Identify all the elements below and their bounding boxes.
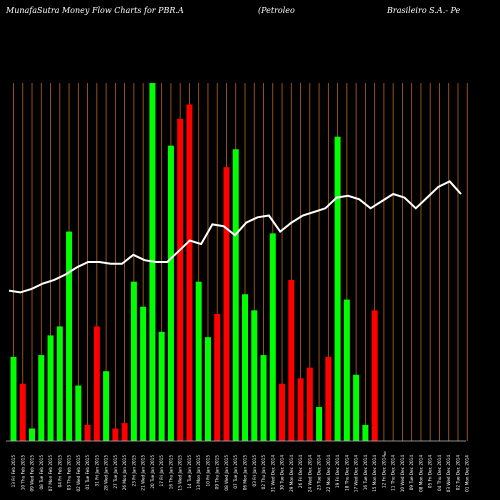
x-tick-label: 01 Mon Dec 2014: [465, 455, 470, 492]
x-tick-label: 03 Thu Feb 2015: [67, 455, 72, 491]
x-tick-label: 26 Fri Dec 2014: [298, 455, 303, 488]
x-tick-label: 20 Tue Jan 2015: [150, 455, 155, 489]
x-tick-label: 15 Mon Dec 2014: [372, 455, 377, 492]
x-tick-label: 03 Wed Dec 2014: [446, 455, 451, 493]
bar: [186, 104, 193, 441]
x-tick-label: 07 Tue Jan 2015: [233, 455, 238, 489]
bar: [112, 428, 119, 441]
bar: [362, 424, 369, 441]
bar: [232, 149, 239, 442]
x-tick-label: 15 Wed Jan 2015: [178, 455, 183, 491]
x-tick-label: 08 Wed Jan 2015: [224, 455, 229, 491]
bar: [93, 326, 100, 441]
bar: [306, 367, 313, 441]
x-tick-label: 07 Mon Feb 2015: [48, 455, 53, 492]
x-tick-label: 28 Wed Jan 2015: [104, 455, 109, 491]
bar: [371, 310, 378, 441]
chart-title-right: Brasileiro S.A.- Pe: [386, 6, 461, 15]
bar: [214, 313, 221, 441]
x-tick-label: 18 Thu Dec 2014: [344, 455, 349, 491]
x-tick-label: 10 Wed Dec 2014: [400, 455, 405, 493]
bar: [158, 331, 165, 441]
x-tick-label: 17 Wed Dec 2014: [354, 455, 359, 493]
bar: [167, 145, 174, 441]
bar: [29, 428, 36, 441]
bar: [195, 281, 202, 441]
x-tick-label: 12 Fri Dec 2014: [381, 455, 386, 488]
bar: [38, 355, 45, 441]
money-flow-line: [8, 180, 462, 294]
bar: [121, 423, 128, 441]
x-tick-label: 13 Mon Jan 2015: [196, 455, 201, 491]
x-tick-label: 04 Fri Feb 2015: [57, 455, 62, 488]
bar: [242, 294, 248, 441]
bar: [260, 355, 267, 441]
x-tick-label: 11 Thu Dec 2014: [391, 455, 396, 491]
x-tick-label: 09 Wed Feb 2015: [30, 455, 35, 492]
bar: [251, 310, 258, 441]
x-tick-label: 04 Thu Dec 2014: [437, 455, 442, 491]
x-tick-label: 02 Tue Dec 2014: [456, 455, 461, 491]
zero-marker-label: 0: [384, 451, 387, 456]
bar: [223, 167, 230, 441]
bar: [66, 231, 73, 441]
x-tick-label: 09 Tue Dec 2014: [409, 455, 414, 491]
bar: [343, 299, 350, 441]
bar: [84, 424, 91, 441]
bar: [204, 337, 211, 441]
x-tick-label: 02 Thu Jan 2015: [261, 455, 266, 490]
bar: [334, 136, 341, 441]
x-tick-label: 17 Fri Jan 2015: [159, 455, 164, 487]
bar-series: [10, 83, 378, 442]
bar: [56, 326, 63, 441]
bar: [10, 356, 17, 441]
x-tick-label: 30 Tue Dec 2014: [280, 455, 285, 491]
x-tick-label: 27 Tue Jan 2015: [113, 455, 118, 489]
bar: [130, 281, 137, 441]
x-tick-label: 16 Tue Dec 2014: [363, 455, 368, 491]
bar: [279, 383, 286, 441]
bar: [288, 279, 295, 441]
x-tick-label: 08 Mon Dec 2014: [418, 455, 423, 492]
x-tick-label: 29 Mon Dec 2014: [289, 455, 294, 492]
chart-title-middle: (Petroleo: [258, 6, 295, 15]
bar: [177, 118, 184, 442]
x-tick-label: 31 Wed Dec 2014: [270, 455, 275, 493]
x-tick-label: 10 Thu Feb 2015: [20, 455, 25, 491]
x-tick-label: 26 Mon Jan 2015: [122, 455, 127, 491]
x-tick-label: 13 Fri Feb 2015: [11, 455, 16, 488]
bar: [325, 356, 332, 441]
x-tick-label: 21 Wed Jan 2015: [141, 455, 146, 491]
bar: [269, 233, 276, 441]
bar: [47, 335, 54, 441]
x-tick-label: 31 Fri Jan 2015: [94, 455, 99, 487]
chart-title-left: MunafaSutra Money Flow Charts for PBR.A: [5, 6, 184, 15]
x-tick-labels: 13 Fri Feb 2015 10 Thu Feb 2015 09 Wed Feb…: [11, 455, 470, 493]
x-tick-label: 16 Thu Jan 2015: [168, 455, 173, 490]
x-tick-label: 06 Mon Jan 2015: [243, 455, 248, 491]
x-tick-label: 19 Fri Dec 2014: [335, 455, 340, 488]
x-tick-label: 22 Mon Dec 2014: [326, 455, 331, 492]
x-tick-label: 23 Tue Dec 2014: [317, 455, 322, 491]
bar: [316, 406, 323, 441]
x-tick-label: 24 Wed Dec 2014: [307, 455, 312, 493]
bar: [353, 374, 360, 441]
x-tick-label: 08 Tue Feb 2015: [39, 455, 44, 490]
x-tick-label: 05 Fri Dec 2014: [428, 455, 433, 488]
bar: [140, 306, 147, 441]
x-tick-label: 23 Fri Jan 2015: [131, 455, 136, 487]
bar: [75, 385, 82, 441]
x-tick-label: 01 Tue Feb 2015: [85, 455, 90, 490]
x-tick-label: 02 Wed Feb 2015: [76, 455, 81, 492]
bar: [19, 383, 26, 441]
x-tick-label: 10 Fri Jan 2015: [206, 455, 211, 487]
x-tick-label: 14 Tue Jan 2015: [187, 455, 192, 489]
x-tick-label: 03 Fri Jan 2015: [252, 455, 257, 487]
bar: [297, 378, 304, 441]
x-tick-label: 09 Thu Jan 2015: [215, 455, 220, 490]
bar: [103, 371, 110, 441]
